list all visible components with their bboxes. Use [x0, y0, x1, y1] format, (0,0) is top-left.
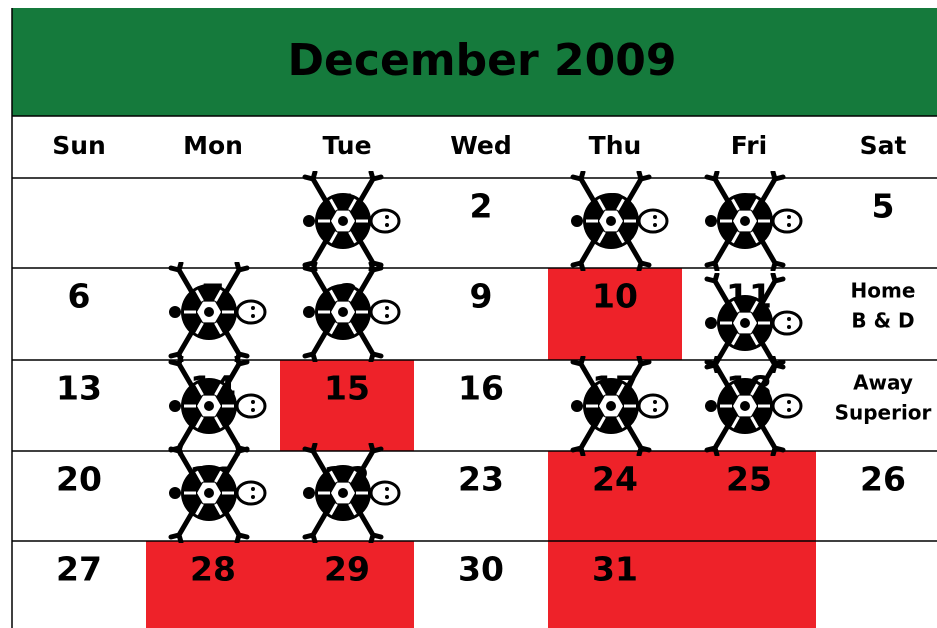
weekday: Sun — [52, 131, 106, 160]
day-number: 26 — [860, 460, 906, 499]
highlight — [548, 541, 816, 628]
day-number: 2 — [470, 187, 493, 226]
highlight — [146, 541, 414, 628]
page: {"title": "December 2009", "weekdays": [… — [0, 0, 937, 628]
day-number: 23 — [458, 460, 504, 499]
weekday: Mon — [183, 131, 243, 160]
day-number: 28 — [190, 550, 236, 589]
highlight — [548, 451, 816, 541]
day-number: 10 — [592, 277, 638, 316]
day-number: 20 — [56, 460, 102, 499]
cell-note: Superior — [835, 401, 932, 425]
weekday: Sat — [860, 131, 907, 160]
cell-note: B & D — [851, 309, 914, 333]
day-number: 30 — [458, 550, 504, 589]
day-number: 6 — [68, 277, 91, 316]
day-number: 25 — [726, 460, 772, 499]
weekday: Fri — [731, 131, 767, 160]
day-number: 31 — [592, 550, 638, 589]
day-number: 16 — [458, 369, 504, 408]
day-number: 5 — [872, 187, 895, 226]
weekday: Thu — [589, 131, 642, 160]
cell-note: Home — [851, 279, 916, 303]
day-number: 27 — [56, 550, 102, 589]
day-number: 15 — [324, 369, 370, 408]
title: December 2009 — [288, 35, 677, 86]
cell-note: Away — [853, 371, 913, 395]
day-number: 9 — [470, 277, 493, 316]
weekday: Tue — [322, 131, 371, 160]
calendar: December 2009 SunMonTueWedThuFriSat12345… — [0, 0, 937, 628]
day-number: 29 — [324, 550, 370, 589]
weekday: Wed — [450, 131, 512, 160]
day-number: 24 — [592, 460, 638, 499]
day-number: 13 — [56, 369, 102, 408]
